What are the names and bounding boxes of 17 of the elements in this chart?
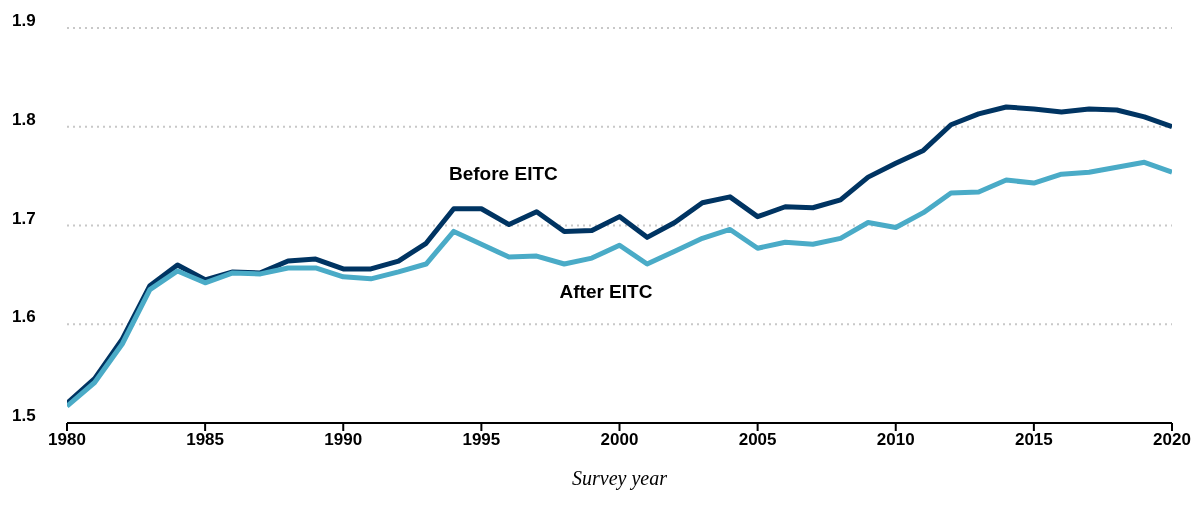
x-tick-label: 2000 [600, 430, 639, 450]
x-tick-label: 2010 [876, 430, 915, 450]
x-tick-label: 1985 [186, 430, 225, 450]
y-tick-label: 1.7 [12, 208, 36, 228]
series-label: After EITC [559, 281, 653, 304]
x-tick-label: 1980 [48, 430, 86, 450]
x-tick-label: 2020 [1153, 430, 1191, 450]
y-tick-label: 1.6 [12, 307, 36, 327]
x-tick-label: 2015 [1014, 430, 1053, 450]
x-tick-label: 2005 [738, 430, 777, 450]
y-tick-label: 1.8 [12, 109, 36, 129]
series-label: Before EITC [449, 162, 558, 185]
x-tick-label: 1995 [462, 430, 501, 450]
x-tick-label: 1990 [324, 430, 363, 450]
x-axis-title: Survey year [572, 467, 668, 490]
y-tick-label: 1.9 [12, 11, 36, 30]
y-tick-label: 1.5 [12, 406, 36, 425]
